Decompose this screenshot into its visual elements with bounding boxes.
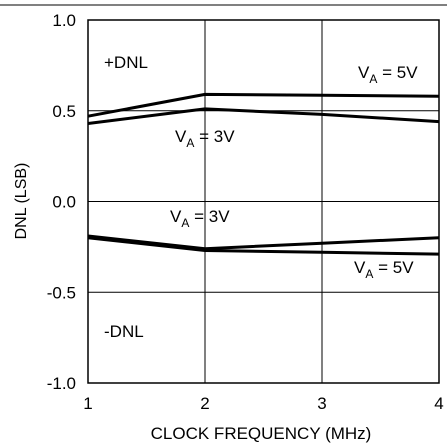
va3-bot-rest: = 3V: [189, 207, 230, 226]
series-line-2: [87, 234, 440, 251]
y-tick-label: -0.5: [47, 283, 76, 302]
va3-top-v: V: [175, 127, 187, 146]
va5-bot-rest: = 5V: [373, 258, 414, 277]
va5-bot-sub: A: [365, 267, 373, 281]
series-line-0: [87, 92, 440, 118]
tick-labels: 1.0 0.5 0.0 -0.5 -1.0 1 2 3 4: [47, 11, 444, 413]
va3-top-rest: = 3V: [194, 127, 235, 146]
series-layer: [87, 92, 440, 256]
va5-top-sub: A: [369, 72, 377, 86]
y-tick-label: 0.0: [52, 193, 76, 212]
x-tick-label: 1: [83, 394, 92, 413]
va5-top-v: V: [358, 63, 370, 82]
pos-dnl-label: +DNL: [104, 53, 148, 72]
x-tick-label: 2: [200, 394, 209, 413]
series-line-3: [87, 236, 440, 256]
x-tick-label: 3: [317, 394, 326, 413]
grid: [88, 20, 439, 383]
series-line-1: [87, 107, 440, 125]
x-tick-label: 4: [434, 394, 443, 413]
neg-dnl-label: -DNL: [104, 322, 144, 341]
y-axis-label: DNL (LSB): [13, 163, 30, 240]
va3-top-label: VA = 3V: [175, 127, 235, 150]
y-tick-label: 1.0: [52, 11, 76, 30]
plot-frame: [87, 19, 440, 384]
x-axis-label: CLOCK FREQUENCY (MHz): [151, 424, 372, 443]
y-tick-label: 0.5: [52, 102, 76, 121]
va5-bot-label: VA = 5V: [354, 258, 414, 281]
va5-bot-v: V: [354, 258, 366, 277]
va3-bot-label: VA = 3V: [170, 207, 230, 230]
y-tick-label: -1.0: [47, 374, 76, 393]
va3-bot-v: V: [170, 207, 182, 226]
va3-top-sub: A: [186, 136, 194, 150]
va3-bot-sub: A: [181, 216, 189, 230]
va5-top-rest: = 5V: [377, 63, 418, 82]
va5-top-label: VA = 5V: [358, 63, 418, 86]
